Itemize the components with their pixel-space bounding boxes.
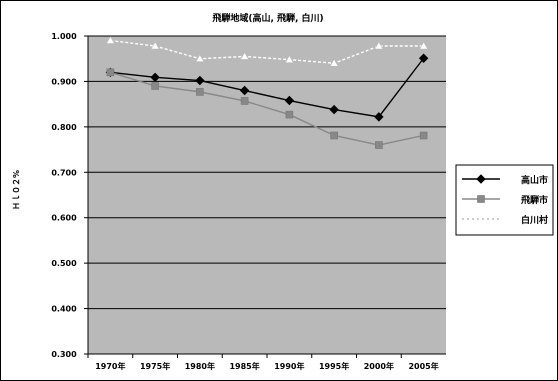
data-point <box>375 141 383 149</box>
data-point <box>196 88 204 96</box>
y-tick-label: 0.900 <box>51 77 77 86</box>
legend-marker <box>477 195 485 203</box>
legend-label: 飛騨市 <box>520 194 548 206</box>
data-point <box>329 58 339 67</box>
data-point <box>195 75 205 86</box>
data-point <box>240 97 249 105</box>
data-point <box>419 131 428 140</box>
legend-marker <box>476 174 486 184</box>
data-point <box>150 41 160 50</box>
x-tick-label: 1975年 <box>140 361 170 371</box>
data-point <box>239 85 250 96</box>
data-point <box>329 104 339 115</box>
series-triangle <box>105 35 429 67</box>
chart-title: 飛騨地域(高山, 飛騨, 白川) <box>211 12 323 24</box>
data-point <box>419 41 429 50</box>
data-point <box>374 112 384 122</box>
legend <box>455 164 554 236</box>
x-tick-label: 2005年 <box>408 361 438 371</box>
data-point <box>374 41 384 50</box>
data-point <box>284 95 295 106</box>
y-tick-label: 1.000 <box>51 32 77 41</box>
data-point <box>418 53 429 63</box>
legend-label: 高山市 <box>521 174 548 186</box>
data-point <box>330 131 338 140</box>
y-tick-label: 0.500 <box>51 259 77 268</box>
x-tick-label: 1995年 <box>319 361 349 371</box>
y-tick-label: 0.800 <box>51 123 77 132</box>
x-tick-label: 2000年 <box>364 361 394 371</box>
data-point <box>240 51 250 60</box>
series-line <box>110 57 425 118</box>
series-diamond <box>105 53 429 122</box>
y-tick-label: 0.400 <box>51 305 77 314</box>
y-tick-label: 0.700 <box>51 168 77 177</box>
y-tick-label: 0.600 <box>51 214 77 223</box>
y-tick-label: 0.300 <box>51 350 77 359</box>
series-line <box>110 39 424 64</box>
data-point <box>105 35 115 44</box>
legend-label: 白川村 <box>521 214 548 226</box>
x-tick-label: 1985年 <box>229 361 259 371</box>
x-tick-label: 1970年 <box>95 361 125 371</box>
y-axis-label: Ｈｌ０２% <box>12 170 21 210</box>
data-point <box>285 110 294 119</box>
series-square <box>106 68 428 149</box>
data-point <box>106 68 115 77</box>
x-tick-label: 1980年 <box>185 361 215 371</box>
data-point <box>151 82 159 90</box>
plot-area <box>88 36 446 354</box>
x-tick-label: 1990年 <box>274 361 304 371</box>
series-line <box>110 71 424 146</box>
data-point <box>284 55 294 63</box>
data-point <box>150 72 160 83</box>
data-point <box>195 54 205 63</box>
